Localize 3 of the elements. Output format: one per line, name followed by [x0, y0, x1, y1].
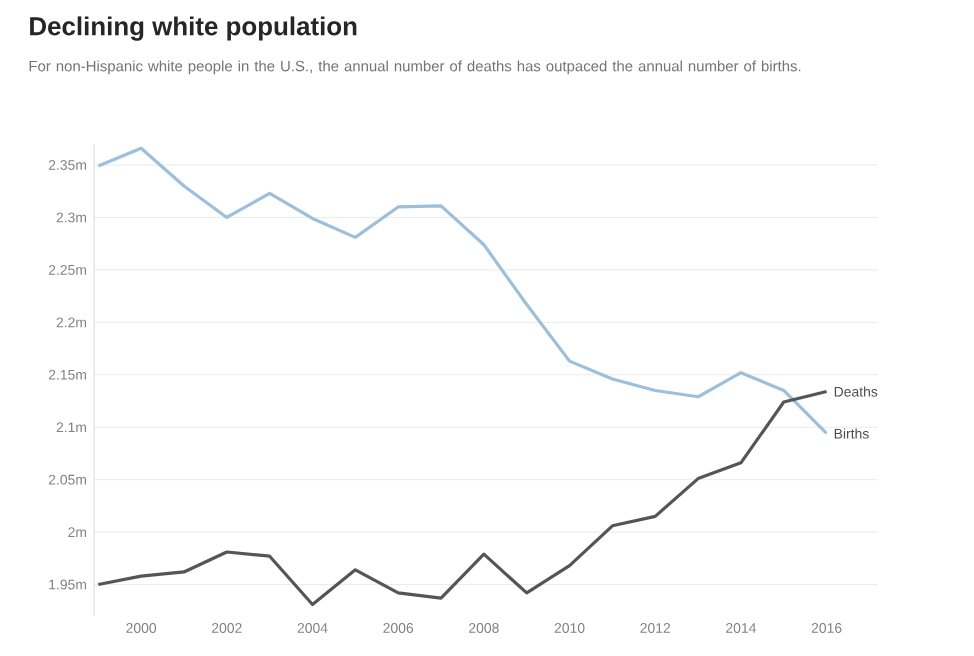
- line-series: [96, 146, 829, 436]
- chart-title: Declining white population: [30, 16, 357, 41]
- line-series: [96, 389, 829, 607]
